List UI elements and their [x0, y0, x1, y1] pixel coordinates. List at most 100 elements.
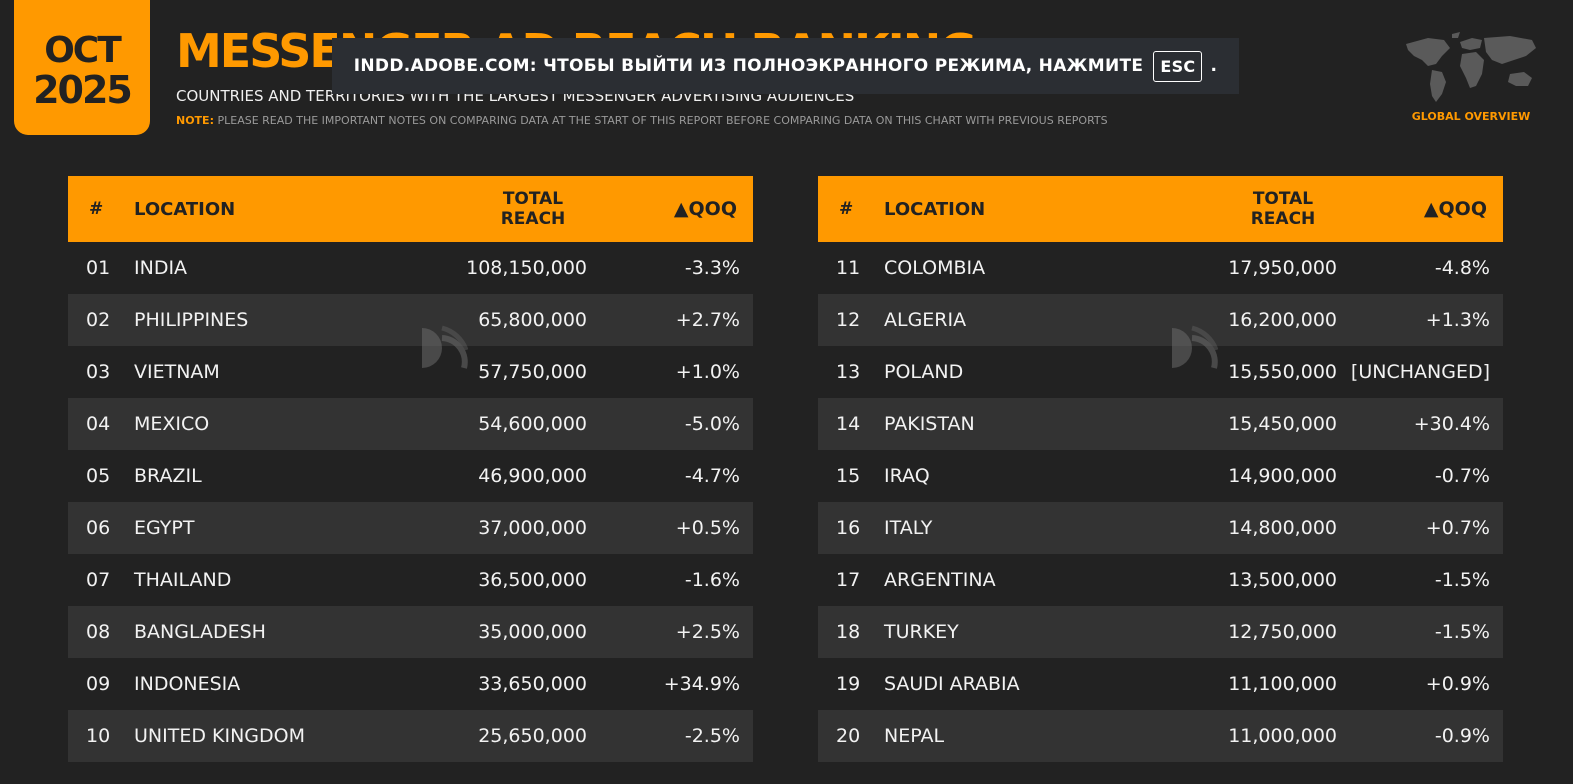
cell-reach: 108,150,000 [466, 257, 587, 279]
cell-qoq: +1.0% [675, 361, 740, 383]
table-header: # LOCATION TOTAL REACH ▲QOQ [68, 176, 753, 242]
note-label: NOTE: [176, 114, 214, 127]
cell-num: 01 [86, 257, 111, 279]
cell-reach: 33,650,000 [478, 673, 587, 695]
cell-location: UNITED KINGDOM [134, 725, 305, 747]
cell-reach: 54,600,000 [478, 413, 587, 435]
date-month: OCT [44, 29, 122, 71]
table-row: 15 IRAQ 14,900,000 -0.7% [818, 450, 1503, 502]
watermark-logo-icon [422, 325, 468, 369]
table-row: 01 INDIA 108,150,000 -3.3% [68, 242, 753, 294]
table-row: 09 INDONESIA 33,650,000 +34.9% [68, 658, 753, 710]
cell-reach: 13,500,000 [1228, 569, 1337, 591]
cell-num: 08 [86, 621, 111, 643]
date-badge: OCT 2025 [14, 0, 150, 135]
col-header-location: LOCATION [884, 198, 986, 220]
cell-reach: 35,000,000 [478, 621, 587, 643]
cell-num: 15 [836, 465, 861, 487]
cell-num: 09 [86, 673, 111, 695]
cell-num: 17 [836, 569, 861, 591]
global-overview-label: GLOBAL OVERVIEW [1411, 110, 1531, 123]
cell-location: THAILAND [134, 569, 232, 591]
cell-qoq: +1.3% [1425, 309, 1490, 331]
col-header-location: LOCATION [134, 198, 236, 220]
cell-qoq: [UNCHANGED] [1350, 361, 1490, 383]
table-body: 11 COLOMBIA 17,950,000 -4.8% 12 ALGERIA 16,200… [818, 242, 1503, 762]
cell-reach: 14,800,000 [1228, 517, 1337, 539]
cell-qoq: -4.7% [684, 465, 740, 487]
cell-location: NEPAL [884, 725, 945, 747]
cell-num: 06 [86, 517, 111, 539]
cell-location: PAKISTAN [884, 413, 975, 435]
cell-reach: 17,950,000 [1228, 257, 1337, 279]
cell-reach: 65,800,000 [478, 309, 587, 331]
cell-reach: 12,750,000 [1228, 621, 1337, 643]
note-text: PLEASE READ THE IMPORTANT NOTES ON COMPA… [217, 114, 1108, 127]
table-row: 17 ARGENTINA 13,500,000 -1.5% [818, 554, 1503, 606]
table-row: 03 VIETNAM 57,750,000 +1.0% [68, 346, 753, 398]
table-row: 05 BRAZIL 46,900,000 -4.7% [68, 450, 753, 502]
col-header-num: # [89, 199, 104, 219]
cell-num: 13 [836, 361, 861, 383]
cell-reach: 36,500,000 [478, 569, 587, 591]
col-header-qoq: ▲QOQ [1423, 198, 1487, 220]
cell-location: POLAND [884, 361, 964, 383]
col-header-num: # [839, 199, 854, 219]
cell-qoq: +0.9% [1425, 673, 1490, 695]
cell-num: 19 [836, 673, 861, 695]
cell-qoq: -1.5% [1434, 569, 1490, 591]
cell-location: SAUDI ARABIA [884, 673, 1020, 695]
table-row: 13 POLAND 15,550,000 [UNCHANGED] [818, 346, 1503, 398]
table-row: 19 SAUDI ARABIA 11,100,000 +0.9% [818, 658, 1503, 710]
table-row: 07 THAILAND 36,500,000 -1.6% [68, 554, 753, 606]
cell-num: 16 [836, 517, 861, 539]
cell-num: 02 [86, 309, 111, 331]
cell-qoq: +30.4% [1413, 413, 1490, 435]
cell-num: 04 [86, 413, 111, 435]
cell-location: TURKEY [884, 621, 959, 643]
table-row: 10 UNITED KINGDOM 25,650,000 -2.5% [68, 710, 753, 762]
watermark-logo-icon [1172, 325, 1218, 369]
cell-location: PHILIPPINES [134, 309, 249, 331]
cell-num: 05 [86, 465, 111, 487]
table-row: 04 MEXICO 54,600,000 -5.0% [68, 398, 753, 450]
table-body: 01 INDIA 108,150,000 -3.3% 02 PHILIPPINES 65,8… [68, 242, 753, 762]
cell-reach: 15,450,000 [1228, 413, 1337, 435]
cell-reach: 11,100,000 [1228, 673, 1337, 695]
cell-num: 12 [836, 309, 861, 331]
cell-reach: 11,000,000 [1228, 725, 1337, 747]
table-row: 20 NEPAL 11,000,000 -0.9% [818, 710, 1503, 762]
table-row: 12 ALGERIA 16,200,000 +1.3% [818, 294, 1503, 346]
cell-num: 14 [836, 413, 861, 435]
cell-location: MEXICO [134, 413, 210, 435]
cell-num: 18 [836, 621, 861, 643]
cell-qoq: -3.3% [684, 257, 740, 279]
col-header-reach: TOTAL REACH [1250, 188, 1316, 229]
table-row: 08 BANGLADESH 35,000,000 +2.5% [68, 606, 753, 658]
page-note: NOTE: PLEASE READ THE IMPORTANT NOTES ON… [176, 114, 1108, 127]
fullscreen-banner-text: INDD.ADOBE.COM: ЧТОБЫ ВЫЙТИ ИЗ ПОЛНОЭКРА… [353, 56, 1144, 76]
table-row: 02 PHILIPPINES 65,800,000 +2.7% [68, 294, 753, 346]
cell-qoq: +0.7% [1425, 517, 1490, 539]
cell-location: COLOMBIA [884, 257, 986, 279]
table-row: 14 PAKISTAN 15,450,000 +30.4% [818, 398, 1503, 450]
ranking-table-left: # LOCATION TOTAL REACH ▲QOQ 01 INDIA 108,15… [68, 176, 753, 762]
table-row: 18 TURKEY 12,750,000 -1.5% [818, 606, 1503, 658]
cell-qoq: -5.0% [684, 413, 740, 435]
world-map-icon [1406, 32, 1536, 102]
cell-reach: 16,200,000 [1228, 309, 1337, 331]
cell-reach: 25,650,000 [478, 725, 587, 747]
cell-location: EGYPT [134, 517, 195, 539]
fullscreen-exit-banner: INDD.ADOBE.COM: ЧТОБЫ ВЫЙТИ ИЗ ПОЛНОЭКРА… [332, 38, 1239, 94]
table-row: 11 COLOMBIA 17,950,000 -4.8% [818, 242, 1503, 294]
cell-location: ITALY [884, 517, 933, 539]
date-year: 2025 [33, 67, 133, 112]
cell-location: INDONESIA [134, 673, 241, 695]
cell-qoq: -0.9% [1434, 725, 1490, 747]
table-row: 16 ITALY 14,800,000 +0.7% [818, 502, 1503, 554]
cell-qoq: -0.7% [1434, 465, 1490, 487]
cell-location: ALGERIA [884, 309, 967, 331]
cell-qoq: -4.8% [1434, 257, 1490, 279]
cell-reach: 46,900,000 [478, 465, 587, 487]
table-row: 06 EGYPT 37,000,000 +0.5% [68, 502, 753, 554]
